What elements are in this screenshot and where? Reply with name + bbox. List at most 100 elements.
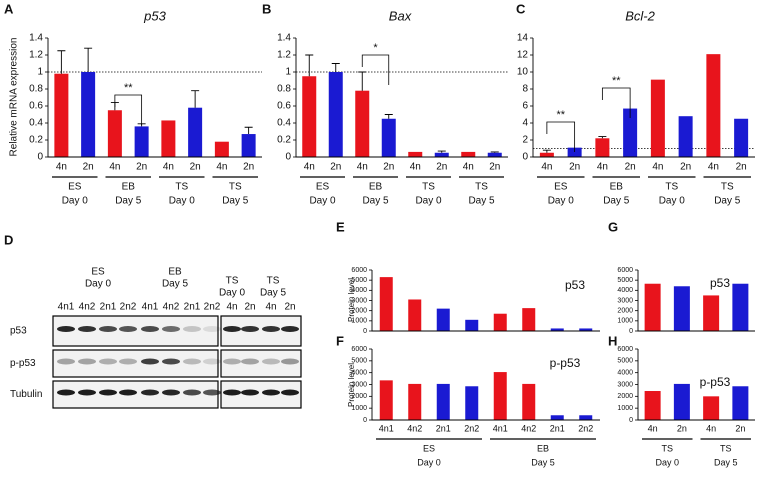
error-bar	[244, 126, 253, 135]
blot-band	[162, 389, 180, 396]
significance-label: *	[373, 42, 378, 54]
y-tick-label: 2000	[351, 308, 367, 315]
group-sub: Day 5	[362, 196, 389, 207]
y-tick-label: 0.6	[277, 101, 291, 112]
x-tick-label: 4n	[163, 162, 174, 173]
lane-label: 2n1	[184, 302, 201, 313]
y-tick-label: 0	[629, 328, 633, 335]
x-tick-label: 2n	[489, 162, 500, 173]
bar	[673, 286, 690, 331]
error-bar	[598, 136, 607, 139]
y-tick-label: 3000	[617, 381, 633, 388]
blot-band	[262, 326, 280, 332]
significance-label: **	[612, 75, 621, 87]
blot-band	[281, 358, 299, 365]
group-name: TS	[720, 443, 732, 453]
blot-band	[183, 358, 201, 365]
x-tick-label: 4n1	[379, 423, 394, 433]
x-tick-label: 2n1	[436, 423, 451, 433]
significance-bracket	[546, 121, 576, 152]
blot-group-sub: Day 0	[85, 279, 112, 290]
group-sub: Day 5	[531, 457, 555, 467]
chart-title: p53	[143, 8, 166, 23]
blot-band	[119, 358, 137, 365]
bar	[623, 108, 638, 157]
x-tick-label: 2n2	[464, 423, 479, 433]
y-tick-label: 2000	[617, 393, 633, 400]
x-tick-label: 2n	[736, 162, 747, 173]
group-sub: Day 0	[169, 196, 196, 207]
blot-band	[141, 358, 159, 365]
y-tick-label: 1.4	[29, 33, 43, 44]
group-name: ES	[423, 443, 435, 453]
row-label: p-p53	[10, 358, 36, 369]
y-axis-label: Relative mRNA expression	[9, 38, 20, 157]
axes	[371, 349, 600, 421]
y-tick-label: 0	[629, 417, 633, 424]
lane-label: 4n2	[163, 302, 180, 313]
y-tick-label: 6000	[351, 267, 367, 274]
panel-letter: G	[608, 219, 618, 234]
panel-letter: E	[336, 219, 345, 234]
blot-band	[183, 389, 201, 396]
x-tick-label: 4n2	[407, 423, 422, 433]
axes	[637, 349, 755, 421]
y-tick-label: 0.4	[29, 118, 43, 129]
y-tick-label: 0.2	[277, 135, 291, 146]
y-tick-label: 0	[37, 152, 43, 163]
bar	[328, 72, 343, 157]
group-name: EB	[610, 182, 624, 193]
y-tick-label: 0	[363, 417, 367, 424]
y-tick-label: 3000	[351, 297, 367, 304]
blot-band	[162, 326, 180, 332]
y-tick-label: 1.2	[277, 50, 291, 61]
blot-band	[78, 389, 96, 396]
y-tick-label: 4	[522, 118, 528, 129]
group-name: TS	[721, 182, 734, 193]
bar	[595, 138, 610, 157]
x-tick-label: 2n	[330, 162, 341, 173]
group-sub: Day 5	[468, 196, 495, 207]
bar	[732, 386, 749, 420]
group-name: TS	[229, 182, 242, 193]
blot-band	[119, 326, 137, 332]
blot-band	[262, 358, 280, 365]
bar	[134, 126, 149, 157]
chart-title: p-p53	[550, 356, 581, 370]
y-tick-label: 0	[522, 152, 528, 163]
blot-band	[78, 358, 96, 365]
blot-band	[162, 358, 180, 365]
x-tick-label: 2n	[625, 162, 636, 173]
x-tick-label: 4n	[708, 162, 719, 173]
error-bar	[331, 63, 340, 72]
bar	[241, 134, 256, 157]
error-bar	[305, 54, 314, 77]
bar	[465, 319, 479, 331]
panel-letter: B	[262, 1, 271, 16]
y-tick-label: 5000	[351, 358, 367, 365]
y-tick-label: 0.8	[277, 84, 291, 95]
x-tick-label: 2n	[190, 162, 201, 173]
group-sub: Day 5	[603, 196, 630, 207]
group-name: ES	[554, 182, 568, 193]
x-tick-label: 4n	[706, 423, 716, 433]
blot-band	[223, 358, 241, 365]
blot-band	[119, 389, 137, 396]
group-sub: Day 0	[548, 196, 575, 207]
bar	[703, 295, 720, 331]
y-tick-label: 0.2	[29, 135, 43, 146]
significance-label: **	[556, 109, 565, 121]
y-tick-label: 5000	[617, 277, 633, 284]
lane-label: 4n1	[58, 302, 75, 313]
lane-label: 2n2	[120, 302, 137, 313]
group-name: ES	[316, 182, 330, 193]
blot-band	[203, 326, 221, 332]
y-tick-label: 1	[37, 67, 43, 78]
bar	[673, 383, 690, 420]
error-bar	[437, 150, 446, 153]
row-label: Tubulin	[10, 389, 42, 400]
bar	[706, 54, 721, 157]
group-sub: Day 0	[415, 196, 442, 207]
blot-band	[141, 389, 159, 396]
lane-label: 4n2	[79, 302, 96, 313]
